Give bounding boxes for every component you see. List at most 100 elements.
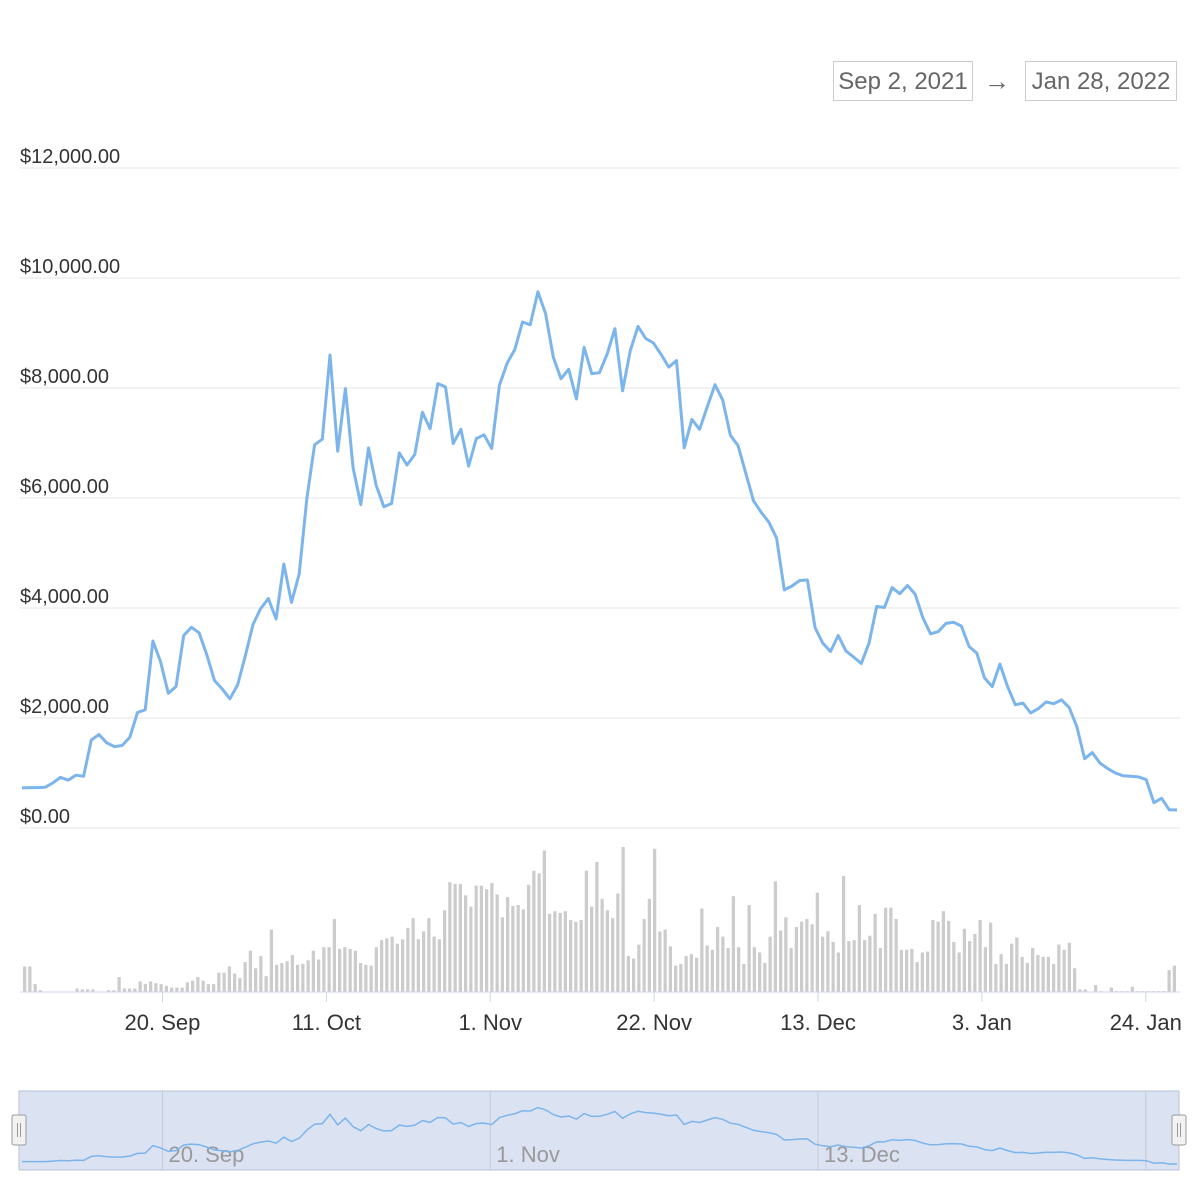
x-tick-label: 24. Jan [1110, 1010, 1182, 1035]
volume-bar [86, 989, 90, 992]
volume-bar [369, 965, 373, 992]
volume-bars [23, 847, 1176, 992]
volume-bar [285, 961, 289, 992]
volume-bar [1020, 956, 1024, 992]
volume-bar [500, 917, 504, 992]
volume-bar [290, 955, 294, 992]
volume-bar [322, 947, 326, 992]
volume-bar [983, 947, 987, 992]
volume-bar [674, 965, 678, 992]
volume-bar [952, 941, 956, 992]
volume-bar [663, 929, 667, 992]
volume-bar [332, 919, 336, 992]
volume-bar [427, 918, 431, 992]
volume-bar [343, 947, 347, 992]
volume-bar [878, 948, 882, 992]
volume-bar [653, 848, 657, 992]
volume-bar [128, 988, 132, 992]
volume-bar [637, 944, 641, 992]
volume-bar [758, 952, 762, 992]
volume-bar [217, 972, 221, 992]
volume-bar [353, 950, 357, 992]
volume-bar [989, 922, 993, 992]
volume-bar [962, 928, 966, 992]
volume-bar [605, 910, 609, 992]
y-tick-label: $12,000.00 [20, 146, 120, 168]
volume-bar [175, 987, 179, 992]
navigator[interactable]: 20. Sep 1. Nov 13. Dec [11, 1090, 1187, 1171]
volume-bar [542, 850, 546, 992]
volume-bar [821, 936, 825, 992]
handle-body [1171, 1114, 1187, 1146]
volume-bar [868, 935, 872, 992]
volume-bar [296, 964, 300, 992]
navigator-handle-left[interactable] [11, 1114, 27, 1146]
volume-bar [196, 977, 200, 992]
volume-bar [327, 947, 331, 992]
volume-bar [784, 917, 788, 992]
volume-bar [978, 919, 982, 992]
y-tick-label: $8,000.00 [20, 366, 109, 388]
volume-bar [1172, 965, 1176, 992]
range-to-input[interactable]: Jan 28, 2022 [1025, 61, 1177, 101]
volume-bar [695, 957, 699, 992]
volume-bar [936, 921, 940, 992]
volume-bar [469, 906, 473, 992]
volume-bar [516, 905, 520, 992]
volume-bar [836, 952, 840, 992]
volume-bar [75, 988, 79, 992]
volume-bar [957, 952, 961, 992]
volume-bar [338, 948, 342, 992]
volume-bar [117, 977, 121, 992]
volume-bar [920, 952, 924, 992]
volume-bar [364, 964, 368, 992]
volume-bar [506, 897, 510, 992]
volume-bar [275, 964, 279, 992]
volume-bar [1015, 937, 1019, 992]
volume-bar [401, 939, 405, 992]
navigator-label: 13. Dec [824, 1142, 900, 1167]
price-series [21, 290, 1177, 812]
volume-bar [422, 931, 426, 992]
volume-bar [238, 977, 242, 992]
y-tick-label: $4,000.00 [20, 586, 109, 608]
volume-bar [889, 907, 893, 992]
volume-bar [495, 894, 499, 992]
volume-bar [359, 963, 363, 992]
volume-bar [259, 955, 263, 992]
volume-bar [212, 984, 216, 992]
volume-bar [28, 966, 32, 992]
price-line [21, 290, 1177, 812]
volume-bar [684, 955, 688, 992]
volume-bar [926, 951, 930, 992]
volume-bar [763, 963, 767, 992]
x-tick-label: 13. Dec [780, 1010, 856, 1035]
volume-bar [1073, 968, 1077, 992]
volume-bar [112, 990, 116, 992]
volume-bar [768, 936, 772, 992]
volume-bar [1004, 963, 1008, 992]
volume-bar [33, 984, 37, 992]
volume-bar [973, 934, 977, 992]
volume-bar [143, 984, 147, 992]
x-tick-label: 3. Jan [952, 1010, 1012, 1035]
volume-bar [789, 948, 793, 992]
volume-bar [873, 913, 877, 992]
volume-bar [38, 990, 42, 992]
volume-bar [863, 940, 867, 992]
volume-bar [905, 949, 909, 992]
volume-bar [453, 883, 457, 992]
volume-bar [779, 930, 783, 992]
volume-bar [642, 919, 646, 992]
volume-bar [464, 895, 468, 992]
volume-bar [1083, 989, 1087, 992]
range-from-input[interactable]: Sep 2, 2021 [833, 61, 973, 101]
navigator-handle-right[interactable] [1171, 1114, 1187, 1146]
volume-bar [805, 919, 809, 992]
volume-bar [831, 941, 835, 992]
volume-bar [474, 885, 478, 992]
volume-bar [658, 931, 662, 992]
volume-bar [689, 954, 693, 992]
volume-bar [248, 950, 252, 992]
